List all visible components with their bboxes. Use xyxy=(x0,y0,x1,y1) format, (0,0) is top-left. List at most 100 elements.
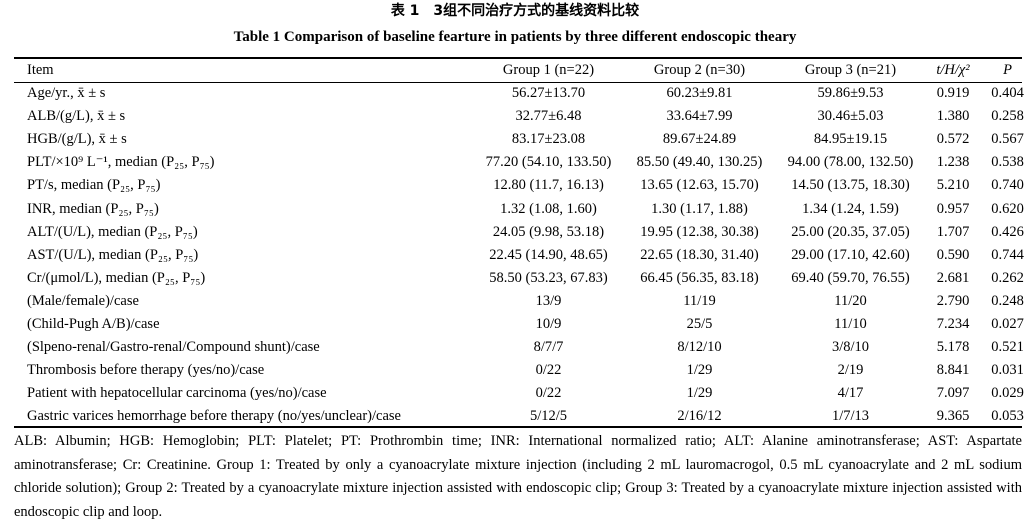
row-p-value: 0.521 xyxy=(991,339,1024,356)
row-group1-value: 10/9 xyxy=(535,315,562,332)
row-group3-value: 11/10 xyxy=(834,315,867,332)
table-row: (Slpeno-renal/Gastro-renal/Compound shun… xyxy=(14,336,1030,359)
row-statistic-value: 7.097 xyxy=(936,385,970,402)
row-group2-value: 25/5 xyxy=(686,315,713,332)
row-group2-value: 60.23±9.81 xyxy=(666,85,733,102)
row-group2-value: 1/29 xyxy=(686,362,713,379)
table-row: Thrombosis before therapy (yes/no)/case 0… xyxy=(14,359,1030,382)
header-group3: Group 3 (n=21) xyxy=(804,62,897,78)
row-statistic-value: 1.238 xyxy=(936,154,970,171)
row-item-label: (Male/female)/case xyxy=(27,292,139,309)
row-statistic-value: 7.234 xyxy=(936,315,970,332)
row-statistic-value: 0.590 xyxy=(936,246,970,263)
header-statistic: t/H/χ² xyxy=(936,62,970,78)
row-item-label: Patient with hepatocellular carcinoma (y… xyxy=(27,385,327,402)
table-row: HGB/(g/L), x̄ ± s 83.17±23.08 89.67±24.89 8… xyxy=(14,128,1030,151)
row-group2-value: 8/12/10 xyxy=(677,339,722,356)
top-rule xyxy=(14,57,1022,59)
row-group2-value: 85.50 (49.40, 130.25) xyxy=(636,154,763,171)
row-group1-value: 83.17±23.08 xyxy=(511,131,586,148)
table-row: ALB/(g/L), x̄ ± s 32.77±6.48 33.64±7.99 30.… xyxy=(14,105,1030,128)
row-group3-value: 29.00 (17.10, 42.60) xyxy=(791,246,910,263)
row-group3-value: 25.00 (20.35, 37.05) xyxy=(791,223,910,240)
table-row: Patient with hepatocellular carcinoma (y… xyxy=(14,382,1030,405)
row-group2-value: 66.45 (56.35, 83.18) xyxy=(640,269,759,286)
row-group3-value: 1/7/13 xyxy=(831,408,870,425)
row-group3-value: 94.00 (78.00, 132.50) xyxy=(787,154,914,171)
table-footnote: ALB: Albumin; HGB: Hemoglobin; PLT: Plat… xyxy=(14,433,1022,520)
row-p-value: 0.740 xyxy=(991,177,1024,194)
row-p-value: 0.262 xyxy=(991,269,1024,286)
row-group1-value: 24.05 (9.98, 53.18) xyxy=(492,223,605,240)
table-row: PLT/×10⁹ L⁻¹, median (P₂₅, P₇₅) 77.20 (54… xyxy=(14,151,1030,174)
row-group2-value: 1.30 (1.17, 1.88) xyxy=(651,200,748,217)
row-p-value: 0.029 xyxy=(991,385,1024,402)
baseline-table: Item Group 1 (n=22) Group 2 (n=30) Group… xyxy=(14,59,1030,428)
table-title-chinese: 表 1 3组不同治疗方式的基线资料比较 xyxy=(390,3,640,19)
row-p-value: 0.404 xyxy=(991,85,1024,102)
row-statistic-value: 0.957 xyxy=(936,200,970,217)
row-group2-value: 33.64±7.99 xyxy=(666,108,733,125)
table-title-english: Table 1 Comparison of baseline fearture … xyxy=(233,29,797,45)
row-p-value: 0.567 xyxy=(991,131,1024,148)
header-row: Item Group 1 (n=22) Group 2 (n=30) Group… xyxy=(14,59,1030,82)
row-group3-value: 2/19 xyxy=(837,362,864,379)
row-group3-value: 11/20 xyxy=(834,292,867,309)
row-group1-value: 0/22 xyxy=(535,385,562,402)
row-group3-value: 59.86±9.53 xyxy=(817,85,884,102)
table-row: PT/s, median (P₂₅, P₇₅) 12.80 (11.7, 16.1… xyxy=(14,174,1030,197)
row-p-value: 0.053 xyxy=(991,408,1024,425)
row-statistic-value: 1.707 xyxy=(936,223,970,240)
table-row: Cr/(μmol/L), median (P₂₅, P₇₅) 58.50 (53.… xyxy=(14,267,1030,290)
row-group1-value: 8/7/7 xyxy=(533,339,564,356)
row-group3-value: 3/8/10 xyxy=(831,339,870,356)
row-p-value: 0.258 xyxy=(991,108,1024,125)
row-item-label: (Child-Pugh A/B)/case xyxy=(27,315,160,332)
row-statistic-value: 0.572 xyxy=(936,131,970,148)
header-item: Item xyxy=(27,62,54,78)
row-item-label: HGB/(g/L), x̄ ± s xyxy=(27,131,127,148)
row-group3-value: 4/17 xyxy=(837,385,864,402)
row-group1-value: 56.27±13.70 xyxy=(511,85,586,102)
row-statistic-value: 5.210 xyxy=(936,177,970,194)
table-row: ALT/(U/L), median (P₂₅, P₇₅) 24.05 (9.98,… xyxy=(14,221,1030,244)
row-group3-value: 69.40 (59.70, 76.55) xyxy=(791,269,910,286)
row-item-label: (Slpeno-renal/Gastro-renal/Compound shun… xyxy=(27,339,320,356)
row-group1-value: 13/9 xyxy=(535,292,562,309)
table-row: (Male/female)/case 13/9 11/19 11/20 2.790 0.2… xyxy=(14,290,1030,313)
row-item-label: AST/(U/L), median (P₂₅, P₇₅) xyxy=(27,246,199,263)
header-rule xyxy=(14,82,1022,83)
row-group2-value: 2/16/12 xyxy=(677,408,722,425)
row-p-value: 0.031 xyxy=(991,362,1024,379)
row-p-value: 0.426 xyxy=(991,223,1024,240)
row-p-value: 0.248 xyxy=(991,292,1024,309)
table-row: AST/(U/L), median (P₂₅, P₇₅) 22.45 (14.90… xyxy=(14,244,1030,267)
row-group1-value: 5/12/5 xyxy=(529,408,568,425)
row-item-label: Age/yr., x̄ ± s xyxy=(27,85,106,102)
row-group1-value: 32.77±6.48 xyxy=(515,108,582,125)
row-group2-value: 89.67±24.89 xyxy=(662,131,737,148)
row-p-value: 0.538 xyxy=(991,154,1024,171)
row-group3-value: 14.50 (13.75, 18.30) xyxy=(791,177,910,194)
row-item-label: ALB/(g/L), x̄ ± s xyxy=(27,108,126,125)
row-group1-value: 77.20 (54.10, 133.50) xyxy=(485,154,612,171)
bottom-rule xyxy=(14,426,1022,428)
row-group1-value: 22.45 (14.90, 48.65) xyxy=(489,246,608,263)
row-group2-value: 22.65 (18.30, 31.40) xyxy=(640,246,759,263)
row-statistic-value: 0.919 xyxy=(936,85,970,102)
row-p-value: 0.027 xyxy=(991,315,1024,332)
table-row: (Child-Pugh A/B)/case 10/9 25/5 11/10 7.234 0… xyxy=(14,313,1030,336)
row-item-label: Gastric varices hemorrhage before therap… xyxy=(27,408,401,425)
row-item-label: PLT/×10⁹ L⁻¹, median (P₂₅, P₇₅) xyxy=(27,154,215,171)
row-statistic-value: 1.380 xyxy=(936,108,970,125)
row-item-label: Cr/(μmol/L), median (P₂₅, P₇₅) xyxy=(27,269,206,286)
row-group2-value: 1/29 xyxy=(686,385,713,402)
table-row: Age/yr., x̄ ± s 56.27±13.70 60.23±9.81 59.8… xyxy=(14,82,1030,105)
row-group2-value: 19.95 (12.38, 30.38) xyxy=(640,223,759,240)
row-group1-value: 1.32 (1.08, 1.60) xyxy=(500,200,597,217)
row-group1-value: 58.50 (53.23, 67.83) xyxy=(489,269,608,286)
row-group3-value: 30.46±5.03 xyxy=(817,108,884,125)
row-statistic-value: 2.681 xyxy=(936,269,970,286)
header-group2: Group 2 (n=30) xyxy=(653,62,746,78)
row-p-value: 0.620 xyxy=(991,200,1024,217)
